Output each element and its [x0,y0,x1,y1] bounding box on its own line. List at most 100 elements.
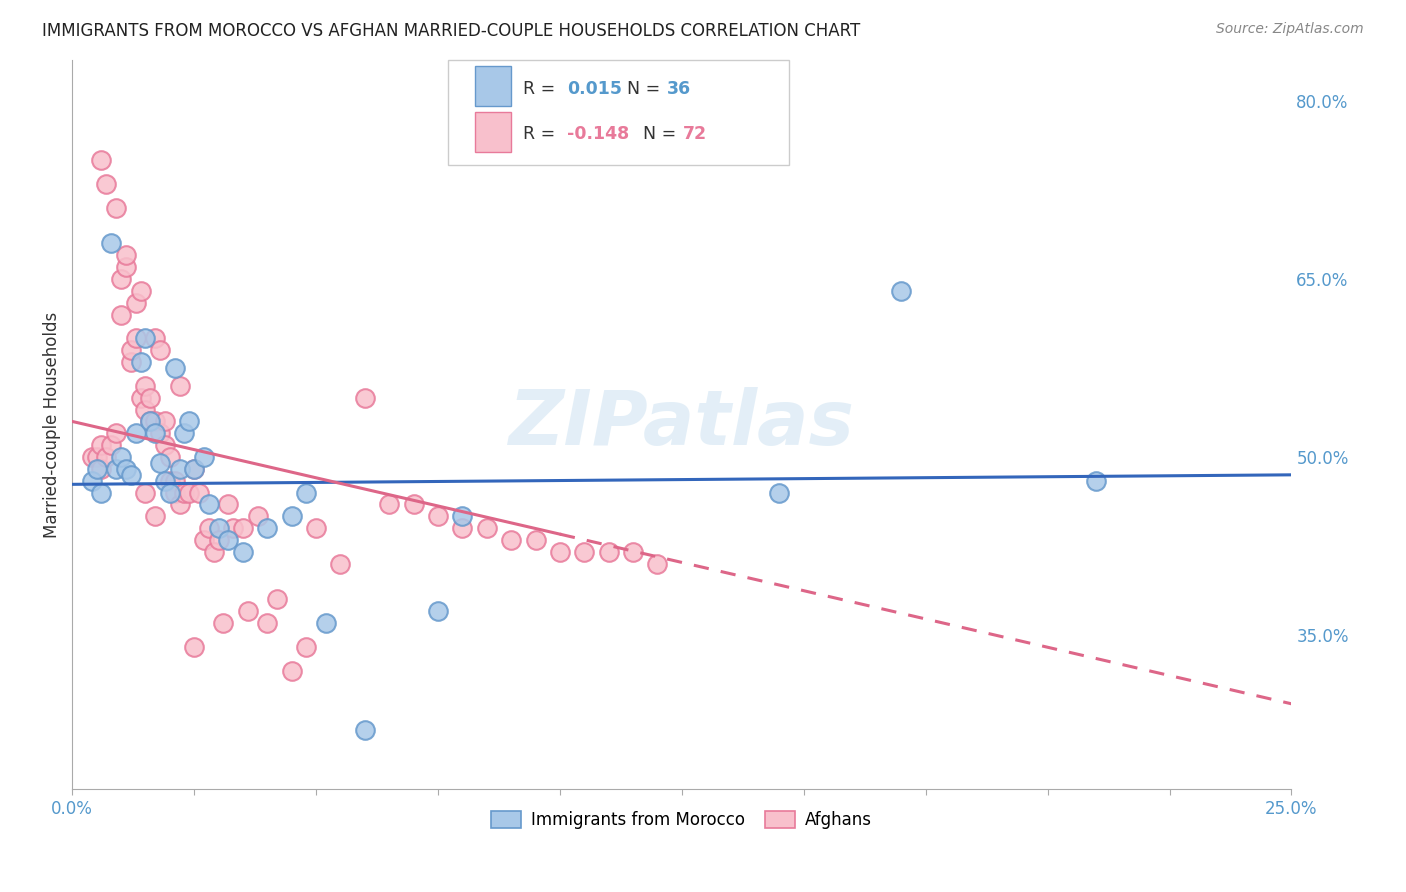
Y-axis label: Married-couple Households: Married-couple Households [44,311,60,538]
Point [143,414,166,428]
Point [193,450,215,464]
Point [212,616,235,631]
Point [159,450,181,464]
Point [90,462,112,476]
FancyBboxPatch shape [475,112,512,152]
Point [124,295,146,310]
Point [217,498,239,512]
Point [179,485,201,500]
Point [86,462,108,476]
Point [280,509,302,524]
Point [124,426,146,441]
Point [305,521,328,535]
Point [451,509,474,524]
Point [202,545,225,559]
Point [188,485,211,500]
Point [475,521,498,535]
Text: R =: R = [523,79,561,98]
Text: N =: N = [627,79,665,98]
Point [110,450,132,464]
Point [80,450,103,464]
Point [451,521,474,535]
Point [232,521,254,535]
Point [524,533,547,547]
Point [173,485,195,500]
Point [183,462,205,476]
Point [280,664,302,678]
Point [159,485,181,500]
Text: IMMIGRANTS FROM MOROCCO VS AFGHAN MARRIED-COUPLE HOUSEHOLDS CORRELATION CHART: IMMIGRANTS FROM MOROCCO VS AFGHAN MARRIE… [42,22,860,40]
Point [207,533,229,547]
Point [378,498,401,512]
Point [149,456,172,470]
Point [96,177,118,191]
Text: R =: R = [523,126,561,144]
Point [159,474,181,488]
Point [115,462,138,476]
Point [120,355,142,369]
Point [134,402,156,417]
Point [295,640,318,654]
Point [266,592,288,607]
Point [139,391,162,405]
Point [139,414,162,428]
Point [115,248,138,262]
Point [193,533,215,547]
Point [427,509,450,524]
Point [173,426,195,441]
Point [120,467,142,482]
Point [197,521,219,535]
FancyBboxPatch shape [475,66,512,106]
Point [256,521,278,535]
Point [143,331,166,345]
Point [90,153,112,168]
Text: 0.015: 0.015 [567,79,623,98]
Point [139,414,162,428]
Point [143,426,166,441]
Point [217,533,239,547]
Point [134,485,156,500]
Point [100,438,122,452]
Point [129,391,152,405]
Text: -0.148: -0.148 [567,126,630,144]
Point [153,414,176,428]
Point [110,308,132,322]
Point [598,545,620,559]
Text: 36: 36 [668,79,692,98]
Point [222,521,245,535]
Point [153,474,176,488]
Point [134,379,156,393]
Point [129,355,152,369]
Point [353,391,375,405]
Point [427,604,450,618]
Point [169,379,191,393]
Point [232,545,254,559]
Point [143,509,166,524]
Point [295,485,318,500]
Point [256,616,278,631]
Point [110,272,132,286]
Point [501,533,523,547]
Point [80,474,103,488]
Point [134,331,156,345]
FancyBboxPatch shape [447,60,789,165]
Legend: Immigrants from Morocco, Afghans: Immigrants from Morocco, Afghans [485,804,879,836]
Text: N =: N = [643,126,682,144]
Point [329,557,352,571]
Point [90,485,112,500]
Point [105,426,128,441]
Point [236,604,259,618]
Point [183,640,205,654]
Point [353,723,375,737]
Point [149,343,172,358]
Point [315,616,337,631]
Point [100,236,122,251]
Point [548,545,571,559]
Point [402,498,425,512]
Point [890,284,912,298]
Point [105,201,128,215]
Point [115,260,138,275]
Point [153,438,176,452]
Point [105,462,128,476]
Point [169,462,191,476]
